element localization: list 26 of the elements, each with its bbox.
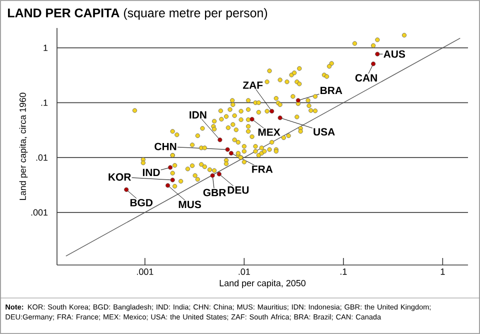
annotation: ZAF	[242, 82, 263, 89]
annotation: CHN	[154, 142, 176, 150]
y-tick-label: 1	[44, 44, 48, 51]
annotation: IDN	[190, 111, 206, 118]
y-tick-label: .001	[31, 209, 48, 216]
x-tick-label: .01	[238, 268, 250, 275]
y-axis-title: Land per capita, circa 1960	[19, 92, 28, 200]
x-tick-label: .1	[340, 268, 347, 275]
annotation: AUS	[384, 50, 406, 58]
annotation: CAN	[355, 74, 377, 82]
annotation: BGD	[130, 198, 153, 206]
annotation: DEU	[228, 186, 249, 194]
annotation: FRA	[252, 166, 273, 173]
annotation: MUS	[178, 200, 202, 208]
chart-title: LAND PER CAPITA (square metre per person)	[8, 8, 268, 20]
x-tick-label: 1	[440, 268, 445, 275]
y-tick-label: .01	[36, 154, 48, 161]
y-tick-label: .1	[41, 100, 48, 106]
x-tick-label: .001	[137, 268, 154, 275]
x-axis-title: Land per capita, 2050	[220, 280, 306, 288]
annotation: IND	[142, 168, 160, 176]
annotation: USA	[314, 128, 335, 136]
annotation: MEX	[258, 128, 280, 136]
annotation: BRA	[320, 86, 342, 94]
annotation: KOR	[108, 173, 131, 181]
annotation: GBR	[203, 188, 226, 196]
